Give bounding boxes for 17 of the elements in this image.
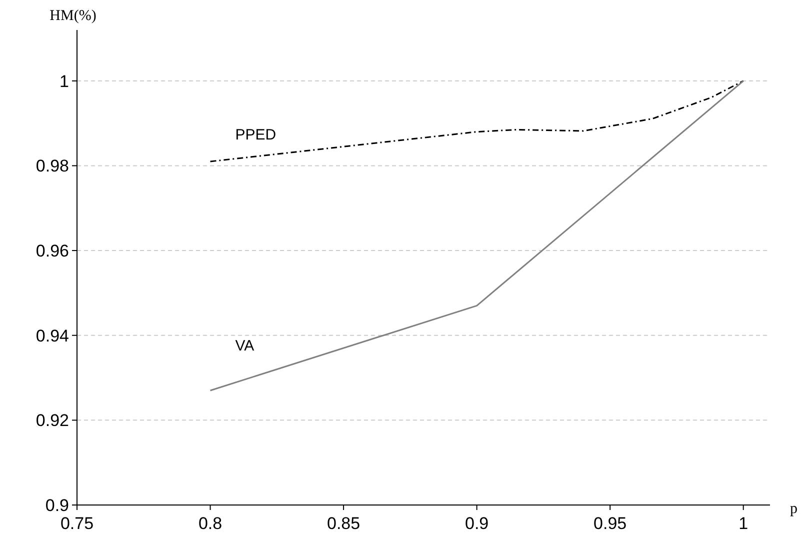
series-label: VA bbox=[235, 337, 254, 354]
series-label: PPED bbox=[235, 126, 276, 144]
x-tick-label: 0.85 bbox=[326, 514, 360, 533]
y-tick-label: 0.92 bbox=[36, 411, 69, 430]
x-axis-title: p bbox=[790, 501, 798, 517]
y-tick-label: 1 bbox=[60, 72, 69, 91]
x-tick-label: 0.95 bbox=[594, 514, 627, 533]
x-tick-label: 0.75 bbox=[60, 514, 94, 533]
line-series bbox=[210, 80, 744, 162]
y-tick-label: 0.9 bbox=[45, 496, 69, 515]
x-tick-label: 0.9 bbox=[464, 514, 489, 533]
y-tick-label: 0.94 bbox=[36, 326, 69, 346]
x-tick-label: 1 bbox=[738, 514, 748, 533]
y-tick-label: 0.96 bbox=[36, 242, 69, 261]
y-tick-label: 0.98 bbox=[36, 156, 69, 176]
x-tick-label: 0.8 bbox=[198, 514, 222, 533]
y-axis-title: HM(%) bbox=[50, 8, 96, 24]
